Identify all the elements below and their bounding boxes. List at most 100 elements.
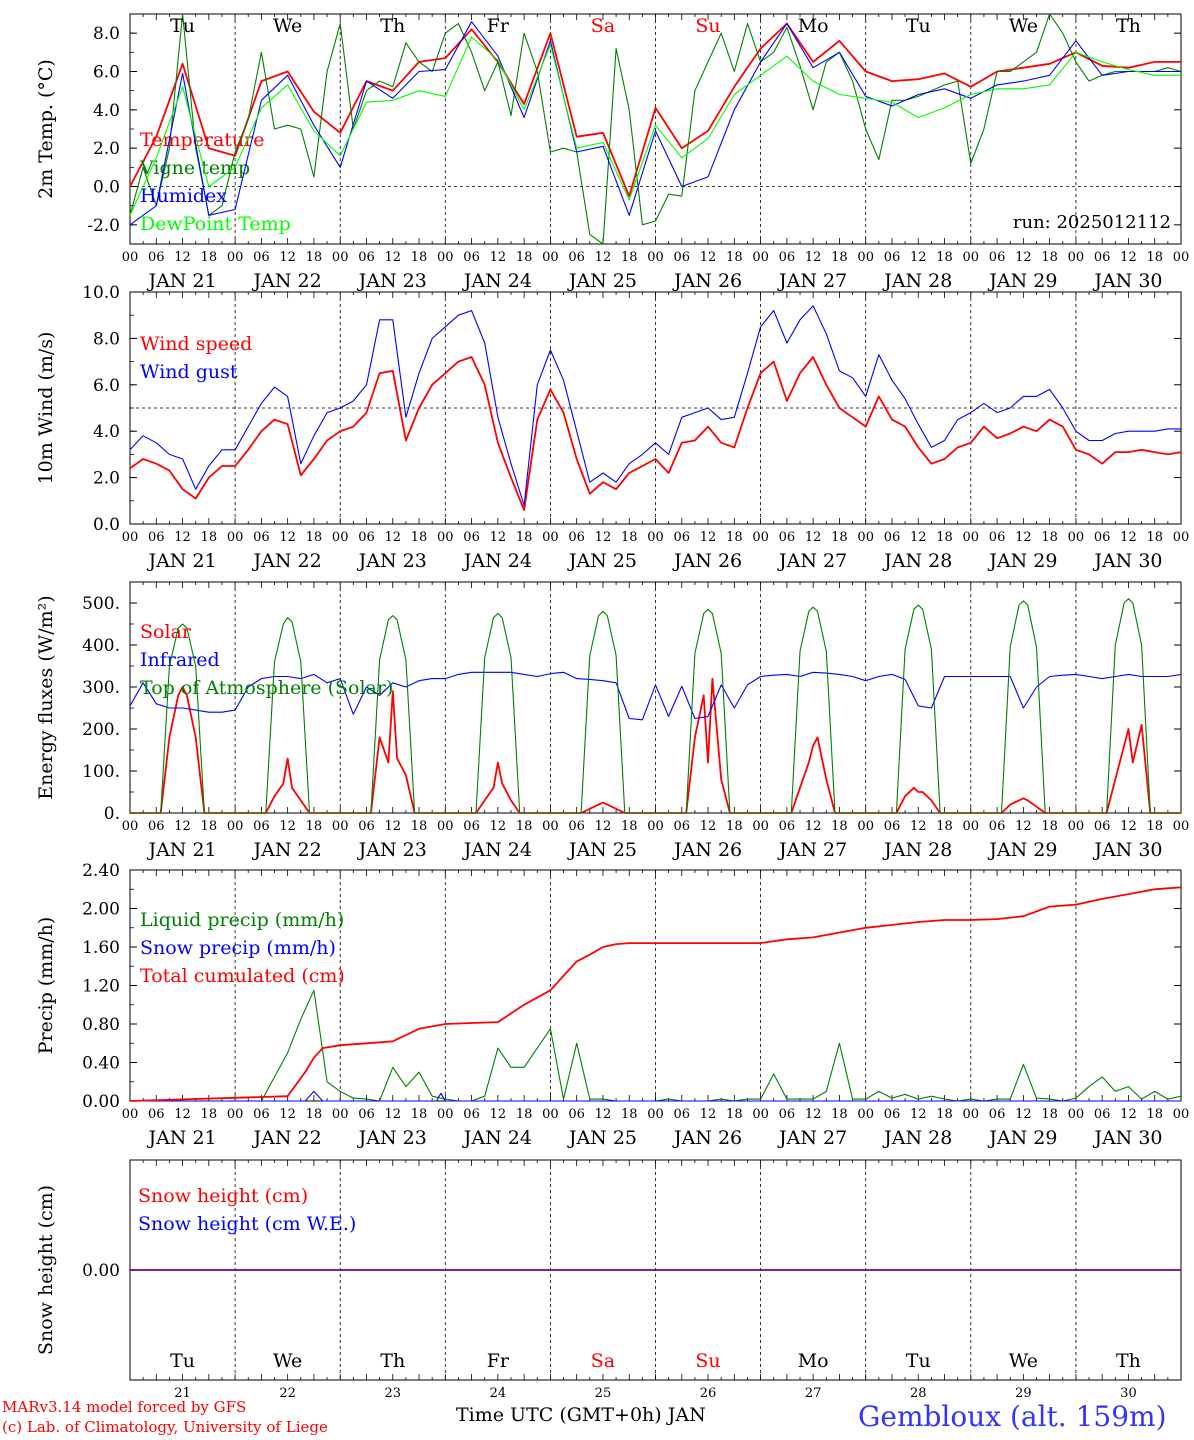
hour-tick-label: 18 <box>726 819 743 834</box>
weekday-label: We <box>273 1350 302 1372</box>
run-annotation: run: 2025012112 <box>1013 212 1171 233</box>
series-line-wind-speed <box>129 356 1182 512</box>
date-label: JAN 24 <box>462 550 532 572</box>
y-tick-label: 2.40 <box>82 861 120 881</box>
hour-tick-label: 12 <box>910 1107 927 1122</box>
hour-tick-label: 18 <box>1146 530 1163 545</box>
hour-tick-label: 06 <box>779 819 796 834</box>
hour-tick-label: 00 <box>122 819 139 834</box>
hour-tick-label: 06 <box>779 1107 796 1122</box>
hour-tick-label: 00 <box>647 250 664 265</box>
hour-tick-label: 12 <box>1120 250 1137 265</box>
hour-tick-label: 18 <box>306 819 323 834</box>
legend-entry: Solar <box>140 621 192 643</box>
y-tick-label: 0.40 <box>82 1054 120 1074</box>
hour-tick-label: 06 <box>1094 819 1111 834</box>
model-credit: MARv3.14 model forced by GFS <box>2 1398 247 1416</box>
hour-tick-label: 18 <box>411 1107 428 1122</box>
hour-tick-label: 12 <box>910 530 927 545</box>
hour-tick-label: 00 <box>1173 819 1190 834</box>
hour-tick-label: 12 <box>384 530 401 545</box>
hour-tick-label: 06 <box>674 1107 691 1122</box>
hour-tick-label: 06 <box>463 530 480 545</box>
series-line-dewpoint-temp <box>129 36 1181 216</box>
day-number-label: 25 <box>595 1386 612 1401</box>
y-tick-label: 1.20 <box>82 977 120 997</box>
day-number-label: 26 <box>700 1386 717 1401</box>
hour-tick-label: 06 <box>358 530 375 545</box>
hour-tick-label: 18 <box>411 530 428 545</box>
hour-tick-label: 00 <box>332 530 349 545</box>
hour-tick-label: 12 <box>595 1107 612 1122</box>
hour-tick-label: 00 <box>227 250 244 265</box>
day-number-label: 21 <box>174 1386 191 1401</box>
hour-tick-label: 18 <box>621 1107 638 1122</box>
y-tick-label: 10.0 <box>82 283 120 303</box>
hour-tick-label: 00 <box>437 1107 454 1122</box>
weekday-label: Fr <box>487 15 510 37</box>
hour-tick-label: 12 <box>384 1107 401 1122</box>
hour-tick-label: 06 <box>253 250 270 265</box>
date-label: JAN 28 <box>882 550 952 572</box>
weekday-label: We <box>273 15 302 37</box>
hour-tick-label: 18 <box>1146 819 1163 834</box>
y-tick-label: 0.00 <box>82 1261 120 1281</box>
hour-tick-label: 12 <box>805 819 822 834</box>
hour-tick-label: 12 <box>910 819 927 834</box>
hour-tick-label: 00 <box>1173 530 1190 545</box>
date-label: JAN 26 <box>672 839 742 861</box>
hour-tick-label: 06 <box>568 819 585 834</box>
date-label: JAN 27 <box>777 1127 847 1149</box>
hour-tick-label: 18 <box>936 1107 953 1122</box>
hour-tick-label: 12 <box>700 250 717 265</box>
hour-tick-label: 06 <box>674 819 691 834</box>
y-tick-label: 500. <box>82 594 120 614</box>
hour-tick-label: 18 <box>831 250 848 265</box>
hour-tick-label: 06 <box>253 819 270 834</box>
hour-tick-label: 06 <box>989 530 1006 545</box>
date-label: JAN 29 <box>987 839 1057 861</box>
y-tick-label: 0.00 <box>82 1092 120 1112</box>
date-label: JAN 29 <box>987 270 1057 292</box>
hour-tick-label: 00 <box>542 530 559 545</box>
weekday-label: Tu <box>170 1350 195 1372</box>
series-line-liquid-precip-mm-h- <box>130 989 1182 1102</box>
hour-tick-label: 06 <box>358 250 375 265</box>
date-label: JAN 30 <box>1092 839 1162 861</box>
hour-tick-label: 12 <box>595 530 612 545</box>
day-number-label: 30 <box>1120 1386 1137 1401</box>
hour-tick-label: 18 <box>1041 250 1058 265</box>
hour-tick-label: 18 <box>1041 1107 1058 1122</box>
y-tick-label: 6.0 <box>93 63 120 83</box>
y-tick-label: 8.0 <box>93 329 120 349</box>
hour-tick-label: 06 <box>1094 530 1111 545</box>
hour-tick-label: 18 <box>201 819 218 834</box>
y-axis-label: Energy fluxes (W/m²) <box>35 595 57 799</box>
hour-tick-label: 18 <box>936 530 953 545</box>
hour-tick-label: 12 <box>805 1107 822 1122</box>
hour-tick-label: 12 <box>700 819 717 834</box>
hour-tick-label: 06 <box>253 1107 270 1122</box>
hour-tick-label: 00 <box>1068 819 1085 834</box>
weekday-label: Mo <box>798 1350 829 1372</box>
hour-tick-label: 12 <box>1120 819 1137 834</box>
hour-tick-label: 12 <box>700 1107 717 1122</box>
hour-tick-label: 00 <box>857 250 874 265</box>
legend-entry: DewPoint Temp <box>140 213 291 235</box>
hour-tick-label: 00 <box>752 1107 769 1122</box>
hour-tick-label: 12 <box>384 819 401 834</box>
hour-tick-label: 18 <box>831 530 848 545</box>
hour-tick-label: 06 <box>884 819 901 834</box>
hour-tick-label: 12 <box>490 250 507 265</box>
hour-tick-label: 18 <box>516 1107 533 1122</box>
hour-tick-label: 00 <box>227 819 244 834</box>
date-label: JAN 21 <box>146 1127 216 1149</box>
day-number-label: 23 <box>384 1386 401 1401</box>
hour-tick-label: 06 <box>463 250 480 265</box>
weekday-label: Sa <box>591 15 615 37</box>
date-label: JAN 21 <box>146 550 216 572</box>
hour-tick-label: 18 <box>306 250 323 265</box>
series-line-total-cumulated-cm- <box>129 886 1182 1102</box>
weekday-label: Th <box>1116 15 1141 37</box>
series-line-vigne-temp <box>129 13 1182 245</box>
